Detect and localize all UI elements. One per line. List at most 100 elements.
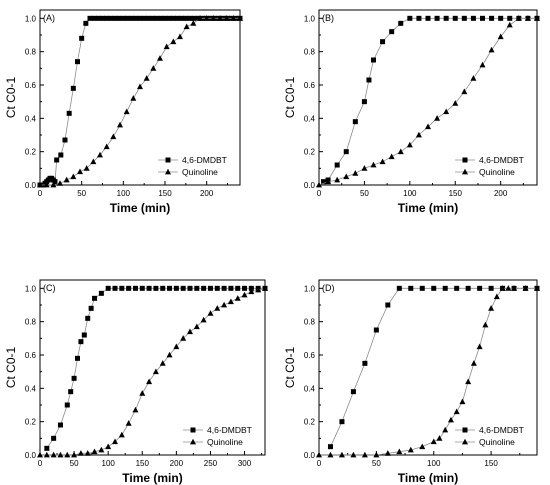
data-point-triangle <box>459 398 466 405</box>
data-point-triangle <box>241 291 248 298</box>
data-point-triangle <box>214 305 221 311</box>
data-point-square <box>154 15 160 21</box>
data-point-triangle <box>452 100 459 106</box>
data-point-triangle <box>379 158 386 165</box>
data-point-square <box>187 15 193 21</box>
data-point-triangle <box>488 46 495 53</box>
data-point-square <box>385 302 391 308</box>
data-point-triangle <box>425 123 431 130</box>
data-point-triangle <box>461 88 468 95</box>
data-point-triangle <box>511 285 518 291</box>
data-point-square <box>443 15 449 21</box>
data-point-square <box>52 179 58 185</box>
data-point-triangle <box>470 360 477 366</box>
series-quinoline <box>316 285 540 458</box>
data-point-triangle <box>493 293 500 300</box>
data-point-triangle <box>361 451 368 458</box>
data-point-square <box>125 15 130 21</box>
data-point-square <box>81 332 87 338</box>
data-point-triangle <box>37 181 43 188</box>
data-point-square <box>75 355 80 361</box>
data-point-square <box>167 285 173 291</box>
data-point-square <box>92 295 98 301</box>
data-point-square <box>112 285 118 291</box>
y-tick-label: 0.2 <box>304 148 316 157</box>
data-point-triangle <box>71 451 78 458</box>
data-point-square <box>66 110 72 116</box>
data-point-triangle <box>117 121 123 128</box>
data-point-triangle <box>150 65 157 71</box>
data-point-triangle <box>43 181 50 188</box>
legend-label: Quinoline <box>182 167 218 177</box>
data-point-square <box>83 20 89 26</box>
data-point-triangle <box>190 20 197 26</box>
data-point-triangle <box>166 351 173 358</box>
data-point-triangle <box>497 33 504 40</box>
data-point-square <box>452 15 458 21</box>
y-tick-label: 0.0 <box>304 181 316 190</box>
data-point-square <box>352 119 358 125</box>
x-tick-label: 100 <box>102 459 116 468</box>
data-point-square <box>160 285 166 291</box>
data-point-square <box>108 15 114 21</box>
data-point-square <box>470 15 476 21</box>
data-point-square <box>158 15 164 21</box>
y-tick-label: 1.0 <box>304 14 316 23</box>
data-point-triangle <box>465 378 472 385</box>
data-point-square <box>187 285 193 291</box>
data-point-triangle <box>125 420 132 426</box>
data-point-triangle <box>230 15 237 21</box>
data-point-triangle <box>139 390 146 396</box>
data-point-triangle <box>152 368 159 375</box>
x-tick-label: 50 <box>77 189 86 198</box>
legend-marker-triangle <box>462 168 468 175</box>
data-point-square <box>334 162 340 168</box>
data-point-square <box>191 15 197 21</box>
data-point-square <box>116 15 122 21</box>
data-point-triangle <box>103 143 110 150</box>
data-point-triangle <box>338 451 345 458</box>
y-tick-label: 0.4 <box>304 114 316 123</box>
data-point-square <box>87 15 93 21</box>
data-point-square <box>242 285 248 291</box>
data-point-triangle <box>50 451 57 458</box>
data-point-square <box>119 285 125 291</box>
data-point-triangle <box>316 451 322 458</box>
data-point-square <box>235 285 241 291</box>
data-point-square <box>153 285 159 291</box>
data-point-square <box>221 285 227 291</box>
legend-marker-triangle <box>165 168 171 175</box>
data-point-triangle <box>207 310 214 316</box>
data-point-triangle <box>180 335 187 341</box>
legend: 4,6-DMDBT Quinoline <box>455 155 524 177</box>
data-point-square <box>408 285 414 291</box>
data-point-triangle <box>325 178 332 185</box>
data-point-square <box>321 179 327 185</box>
x-tick-label: 150 <box>136 459 150 468</box>
data-point-square <box>366 77 372 83</box>
data-point-square <box>373 327 379 333</box>
data-point-triangle <box>98 446 105 453</box>
data-point-square <box>132 285 138 291</box>
panel-d: 0.0 0.2 0.4 0.6 0.8 1.0 0 50 100 150 Time (min) Ct … <box>283 279 540 485</box>
data-point-square <box>398 20 404 26</box>
series-quinoline <box>37 285 268 458</box>
y-tick-label: 0.0 <box>304 451 316 460</box>
data-point-triangle <box>50 181 57 188</box>
data-point-triangle <box>193 323 200 330</box>
data-point-square <box>194 285 200 291</box>
data-point-square <box>416 15 422 21</box>
series-quinoline <box>316 15 540 188</box>
legend-label: Quinoline <box>207 437 243 447</box>
data-point-square <box>228 285 234 291</box>
x-tick-label: 50 <box>70 459 79 468</box>
data-point-triangle <box>255 286 262 293</box>
data-point-square <box>145 15 151 21</box>
data-point-triangle <box>352 170 359 176</box>
data-point-triangle <box>534 285 540 291</box>
data-point-square <box>70 85 76 91</box>
panel-c: 0.0 0.2 0.4 0.6 0.8 1.0 0 50 100 150 200 250 300 Time… <box>4 279 268 485</box>
data-point-triangle <box>361 165 368 171</box>
panel-a: 0.0 0.2 0.4 0.6 0.8 1.0 0 50 100 150 200 Time (min)… <box>4 9 243 215</box>
data-point-square <box>454 285 460 291</box>
